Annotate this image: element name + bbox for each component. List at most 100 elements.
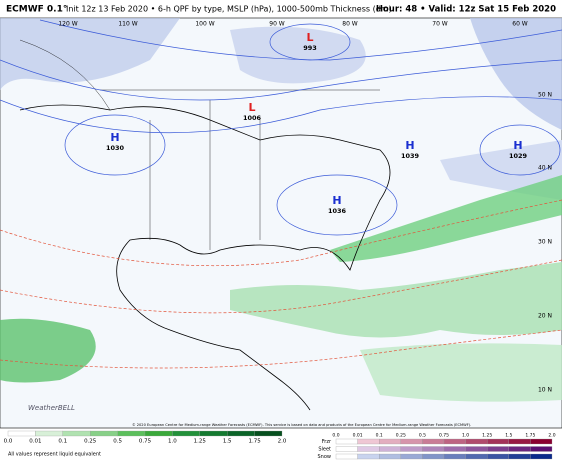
rain-swatch [199, 430, 228, 437]
type-swatch [465, 453, 488, 460]
precip-type-label: Frzr [322, 439, 332, 445]
latitude-label: 50 N [538, 92, 552, 99]
longitude-label: 120 W [58, 21, 77, 28]
type-tick-label: 2.0 [548, 433, 555, 439]
type-swatch [422, 453, 445, 460]
rain-tick-label: 1.5 [223, 439, 232, 445]
type-tick-label: 0.5 [419, 433, 426, 439]
rain-tick-label: 1.25 [194, 439, 207, 445]
rain-tick-label: 2.0 [278, 439, 287, 445]
type-swatch [357, 446, 380, 452]
type-tick-label: 1.75 [525, 433, 535, 439]
rain-swatch [62, 430, 91, 437]
rain-area [0, 318, 96, 383]
rain-swatch [227, 430, 255, 437]
rain-swatch [35, 430, 63, 437]
latitude-label: 40 N [538, 165, 552, 172]
type-swatch [400, 446, 423, 452]
snow-area [470, 18, 562, 130]
type-tick-label: 0.1 [376, 433, 383, 439]
thickness-lines [0, 199, 562, 369]
type-swatch [487, 438, 509, 445]
center-symbol: H [110, 131, 119, 144]
rain-swatch [7, 430, 36, 437]
rain-tick-label: 1.75 [248, 439, 261, 445]
rain-swatch [90, 430, 118, 437]
center-pressure: 1029 [509, 152, 528, 160]
center-symbol: H [405, 139, 414, 152]
type-swatch [335, 446, 358, 452]
latitude-labels: 50 N 40 N 30 N 20 N 10 N [538, 92, 552, 394]
center-symbol: H [332, 194, 341, 207]
type-swatch [508, 446, 531, 452]
coastline [19, 104, 391, 411]
rain-tick-label: 0.25 [84, 439, 97, 445]
type-swatch [465, 438, 488, 445]
type-swatch [400, 438, 423, 445]
borders [19, 39, 380, 250]
type-tick-label: 0.01 [353, 433, 363, 439]
credit: © 2020 European Centre for Medium-range … [132, 423, 471, 427]
type-swatch [508, 438, 531, 445]
type-swatch [530, 438, 553, 445]
type-tick-label: 1.25 [482, 433, 492, 439]
rain-swatch [117, 430, 146, 437]
type-swatch [400, 453, 423, 460]
center-pressure: 993 [303, 44, 317, 52]
header: ECMWF 0.1° Init 12z 13 Feb 2020 • 6-h QP… [6, 5, 556, 15]
center-symbol: H [513, 139, 522, 152]
rain-area [360, 343, 562, 402]
precip-type-label: Snow [318, 454, 332, 460]
center-pressure: 1030 [106, 144, 125, 152]
longitude-label: 60 W [512, 21, 528, 28]
valid-time: Hour: 48 • Valid: 12z Sat 15 Feb 2020 [376, 5, 556, 15]
type-swatch [487, 453, 509, 460]
description: Init 12z 13 Feb 2020 • 6-h QPF by type, … [66, 5, 392, 14]
rain-swatch [172, 430, 200, 437]
model-name: ECMWF 0.1° [6, 5, 67, 15]
rain-tick-label: 0.75 [139, 439, 152, 445]
type-swatch [357, 438, 380, 445]
longitude-label: 100 W [195, 21, 214, 28]
type-swatch [379, 453, 401, 460]
type-swatch [465, 446, 488, 452]
rain-tick-label: 0.1 [58, 439, 67, 445]
type-swatch [357, 453, 380, 460]
longitude-label: 90 W [269, 21, 285, 28]
type-swatch [487, 446, 509, 452]
type-swatch [530, 453, 553, 460]
longitude-label: 80 W [342, 21, 358, 28]
longitude-label: 70 W [432, 21, 448, 28]
type-swatch [443, 438, 466, 445]
type-tick-label: 0.75 [439, 433, 449, 439]
type-swatch [422, 446, 445, 452]
type-swatch [443, 453, 466, 460]
latitude-label: 10 N [538, 387, 552, 394]
type-tick-label: 1.5 [505, 433, 512, 439]
type-swatch [508, 453, 531, 460]
center-pressure: 1039 [401, 152, 420, 160]
longitude-labels: 120 W 110 W 100 W 90 W 80 W 70 W 60 W [58, 21, 527, 28]
type-tick-label: 0.0 [332, 433, 339, 439]
center-pressure: 1006 [243, 114, 262, 122]
type-swatch [379, 438, 401, 445]
rain-swatch [254, 430, 283, 437]
rain-area [330, 175, 562, 262]
center-symbol: L [248, 101, 255, 114]
logo: WeatherBELL [28, 404, 75, 412]
legend-note: All values represent liquid equivalent [8, 452, 101, 458]
legend: All values represent liquid equivalent 0… [4, 430, 556, 460]
rain-tick-label: 1.0 [168, 439, 177, 445]
type-swatch [443, 446, 466, 452]
type-swatch [335, 453, 358, 460]
snow-area [0, 18, 180, 90]
rain-tick-label: 0.5 [113, 439, 122, 445]
center-symbol: L [306, 31, 313, 44]
latitude-label: 30 N [538, 239, 552, 246]
rain-tick-label: 0.01 [29, 439, 41, 445]
type-swatch [379, 446, 401, 452]
rain-swatch [144, 430, 173, 437]
